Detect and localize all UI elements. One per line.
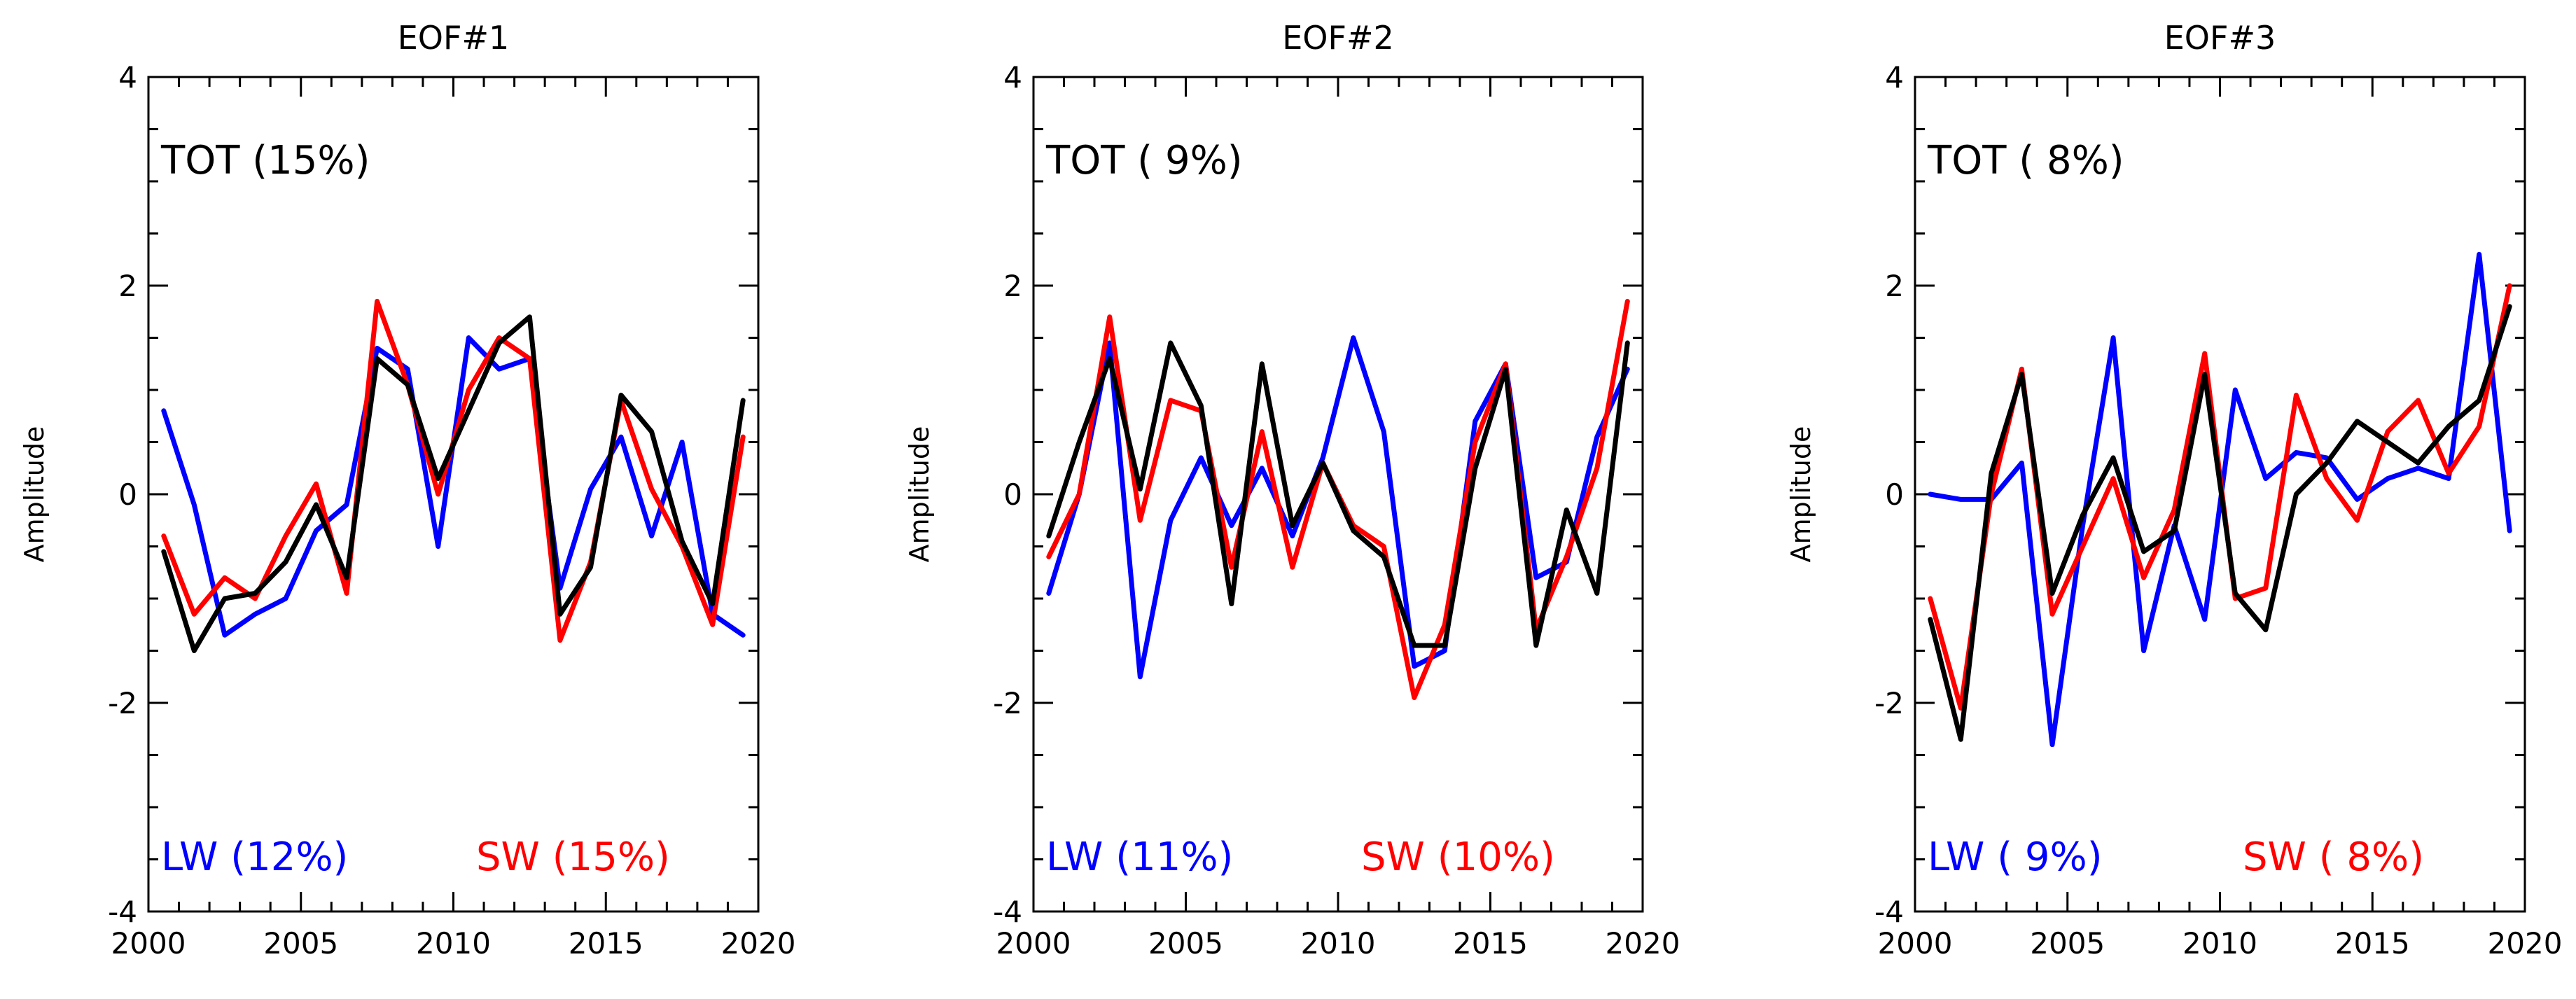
y-tick-label: 0 — [1885, 477, 1904, 512]
y-tick-label: -4 — [993, 895, 1022, 929]
y-tick-label: -2 — [108, 686, 137, 720]
x-tick-label: 2005 — [2030, 926, 2105, 960]
x-tick-label: 2010 — [416, 926, 491, 960]
series-line-lw — [1928, 251, 2512, 748]
y-tick-label: -2 — [1874, 686, 1904, 720]
x-tick-label: 2015 — [1453, 926, 1528, 960]
chart-panel-1: EOF#1 Amplitude -4 -2 0 2 4 2000 2005 2010 2015 202… — [19, 19, 795, 960]
y-tick-label: 2 — [1003, 269, 1022, 303]
annotation-lw: LW (12%) — [161, 834, 348, 880]
x-tick-label: 2000 — [1878, 926, 1953, 960]
chart-title: EOF#3 — [2164, 19, 2276, 57]
y-tick-label: 0 — [1003, 477, 1022, 512]
annotation-sw: SW ( 8%) — [2243, 834, 2424, 880]
y-tick-label: 2 — [1885, 269, 1904, 303]
y-tick-label: -4 — [108, 895, 137, 929]
x-tick-label: 2010 — [1301, 926, 1376, 960]
x-tick-label: 2020 — [721, 926, 796, 960]
annotation-tot: TOT (15%) — [160, 138, 370, 183]
x-tick-label: 2000 — [996, 926, 1071, 960]
y-tick-label: 4 — [118, 60, 137, 95]
chart-panel-3: EOF#3 Amplitude -4 -2 0 2 4 2000 2005 2010 2015 202… — [1785, 19, 2562, 960]
x-tick-label: 2020 — [1606, 926, 1680, 960]
annotation-sw: SW (10%) — [1361, 834, 1555, 880]
annotation-lw: LW (11%) — [1046, 834, 1233, 880]
series-line-lw — [161, 335, 746, 638]
x-tick-label: 2010 — [2182, 926, 2257, 960]
chart-title: EOF#2 — [1282, 19, 1394, 57]
y-axis-label: Amplitude — [904, 426, 935, 563]
y-tick-label: -4 — [1874, 895, 1904, 929]
y-tick-label: 2 — [118, 269, 137, 303]
series-line-tot — [161, 314, 746, 653]
series-line-sw — [161, 298, 746, 643]
y-tick-label: 4 — [1003, 60, 1022, 95]
series-line-tot — [1928, 304, 2512, 742]
chart-title: EOF#1 — [398, 19, 510, 57]
chart-panel-2: EOF#2 Amplitude -4 -2 0 2 4 2000 2005 2010 2015 202… — [904, 19, 1680, 960]
x-tick-label: 2020 — [2488, 926, 2563, 960]
y-axis-label: Amplitude — [1785, 426, 1816, 563]
x-tick-label: 2000 — [111, 926, 186, 960]
annotation-lw: LW ( 9%) — [1928, 834, 2103, 880]
x-tick-label: 2005 — [263, 926, 338, 960]
y-tick-label: -2 — [993, 686, 1022, 720]
y-tick-label: 4 — [1885, 60, 1904, 95]
series-line-lw — [1046, 335, 1630, 680]
y-tick-label: 0 — [118, 477, 137, 512]
annotation-sw: SW (15%) — [476, 834, 670, 880]
y-axis-label: Amplitude — [19, 426, 50, 563]
x-tick-label: 2015 — [2335, 926, 2410, 960]
annotation-tot: TOT ( 8%) — [1927, 138, 2124, 183]
series-line-tot — [1046, 340, 1630, 648]
annotation-tot: TOT ( 9%) — [1045, 138, 1243, 183]
x-tick-label: 2015 — [569, 926, 643, 960]
x-tick-label: 2005 — [1148, 926, 1223, 960]
